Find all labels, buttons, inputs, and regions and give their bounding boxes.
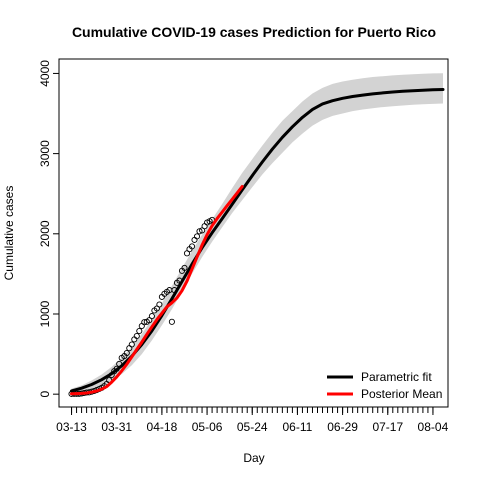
y-axis-label: Cumulative cases (2, 186, 16, 281)
observed-point (181, 264, 188, 271)
observed-point (141, 319, 148, 326)
plot-area (68, 73, 445, 397)
x-tick-label: 07-17 (372, 420, 403, 434)
posterior-mean-line (70, 185, 244, 396)
legend-label-posterior-mean: Posterior Mean (361, 387, 442, 401)
x-tick-label: 03-13 (56, 420, 87, 434)
x-tick-label: 08-04 (418, 420, 449, 434)
legend-label-parametric-fit: Parametric fit (361, 370, 432, 384)
observed-point (148, 313, 155, 320)
observed-point (136, 327, 143, 335)
axes: 0 1000 2000 3000 4000 03-13 03-31 04-18 05-06 05-… (38, 60, 449, 434)
x-tick-label: 04-18 (147, 420, 178, 434)
observed-point (128, 341, 135, 348)
x-tick-label: 06-11 (282, 420, 312, 434)
observed-point (168, 318, 175, 325)
y-tick-label: 3000 (38, 140, 52, 167)
x-tick-label: 03-31 (101, 420, 132, 434)
y-tick-label: 4000 (38, 60, 52, 87)
x-axis-label: Day (243, 451, 264, 465)
x-tick-label: 06-29 (327, 420, 358, 434)
chart-title: Cumulative COVID-19 cases Prediction for… (72, 24, 436, 40)
legend: Parametric fit Posterior Mean (327, 370, 442, 401)
observed-point (133, 332, 140, 340)
y-tick-label: 0 (38, 391, 52, 398)
x-tick-label: 05-06 (192, 420, 223, 434)
observed-point (123, 349, 130, 357)
plot-frame (58, 58, 449, 408)
observed-point (156, 301, 163, 308)
observed-point (193, 233, 201, 240)
x-tick-label: 05-24 (237, 420, 268, 434)
y-tick-label: 2000 (38, 220, 52, 247)
observed-point (188, 243, 196, 250)
y-tick-label: 1000 (38, 300, 52, 327)
observed-point (196, 228, 203, 235)
